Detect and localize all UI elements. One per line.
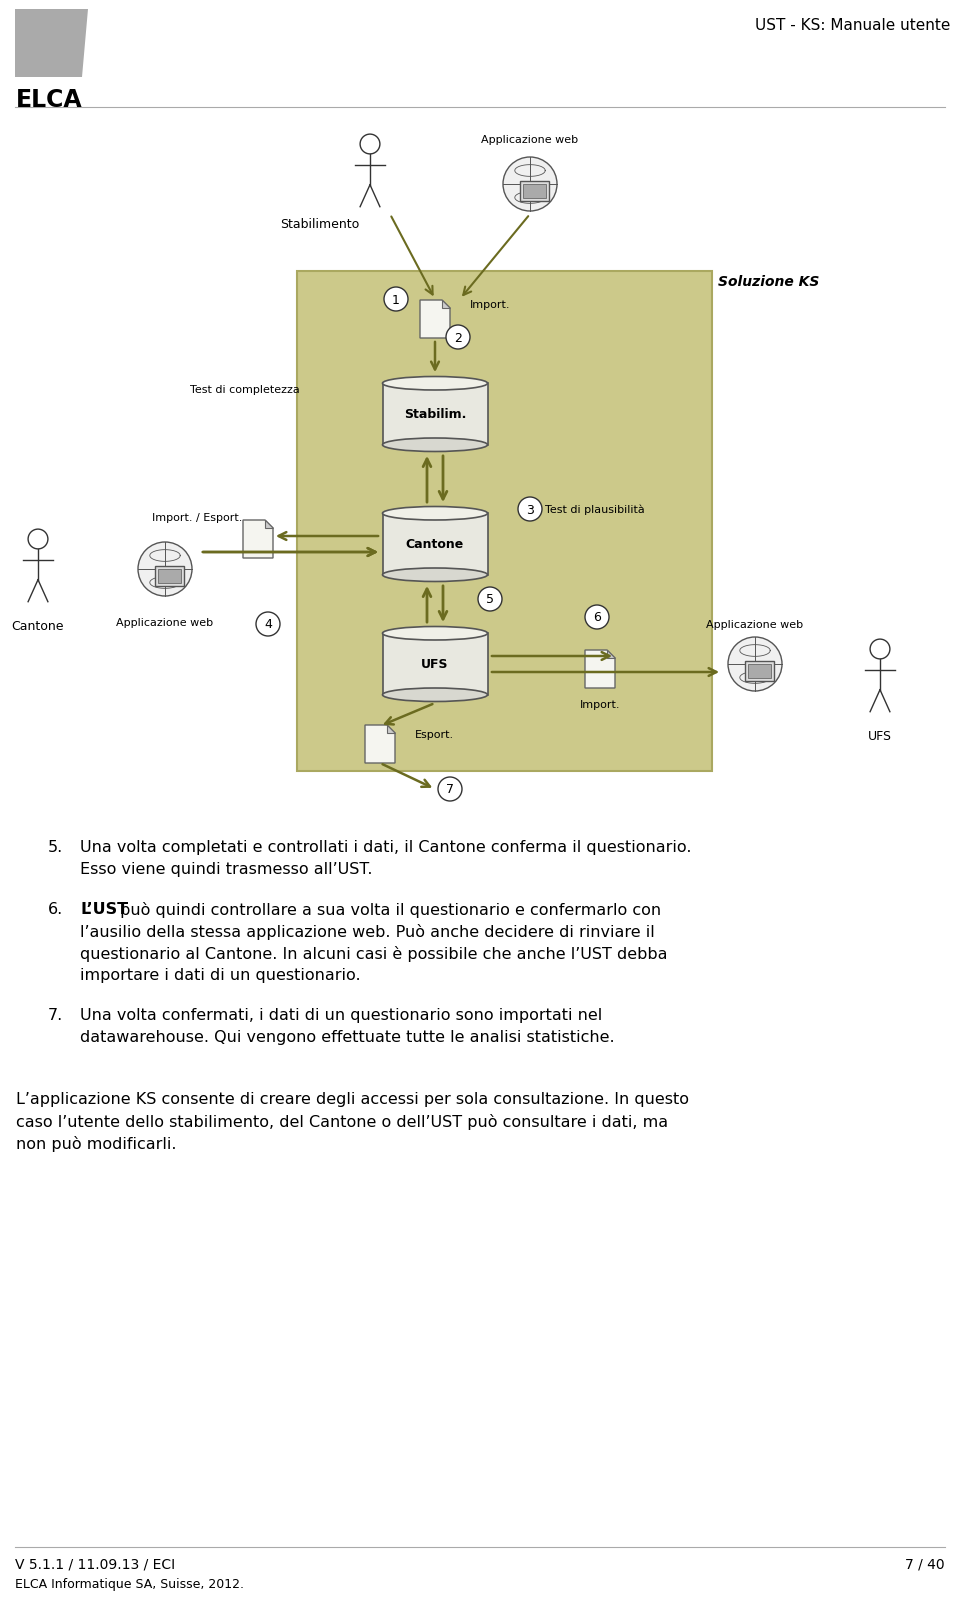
Ellipse shape <box>382 627 488 641</box>
Polygon shape <box>607 651 615 659</box>
FancyBboxPatch shape <box>382 633 488 696</box>
Text: Stabilim.: Stabilim. <box>404 408 467 421</box>
Text: L’UST: L’UST <box>80 902 128 916</box>
Text: ELCA Informatique SA, Suisse, 2012.: ELCA Informatique SA, Suisse, 2012. <box>15 1576 244 1589</box>
Polygon shape <box>442 301 450 309</box>
Circle shape <box>518 498 542 522</box>
Circle shape <box>384 288 408 312</box>
Circle shape <box>478 588 502 612</box>
Text: Test di completezza: Test di completezza <box>190 384 300 395</box>
Text: Import.: Import. <box>470 301 511 310</box>
Polygon shape <box>387 725 395 733</box>
Text: Applicazione web: Applicazione web <box>707 620 804 630</box>
Text: 4: 4 <box>264 619 272 632</box>
Text: 2: 2 <box>454 331 462 344</box>
FancyBboxPatch shape <box>745 662 774 681</box>
Text: UFS: UFS <box>868 730 892 742</box>
FancyBboxPatch shape <box>297 272 712 771</box>
Polygon shape <box>243 521 273 559</box>
Circle shape <box>446 326 470 350</box>
Ellipse shape <box>382 508 488 521</box>
Text: 3: 3 <box>526 503 534 516</box>
Circle shape <box>438 778 462 802</box>
Text: 6: 6 <box>593 611 601 624</box>
Text: può quindi controllare a sua volta il questionario e confermarlo con: può quindi controllare a sua volta il qu… <box>115 902 661 918</box>
Text: Stabilimento: Stabilimento <box>280 219 360 231</box>
Ellipse shape <box>382 569 488 582</box>
Text: 6.: 6. <box>48 902 63 916</box>
Circle shape <box>503 157 557 212</box>
Text: 1: 1 <box>392 294 400 307</box>
Text: 7 / 40: 7 / 40 <box>905 1557 945 1572</box>
Circle shape <box>138 543 192 596</box>
Text: questionario al Cantone. In alcuni casi è possibile che anche l’UST debba: questionario al Cantone. In alcuni casi … <box>80 945 667 961</box>
Text: Una volta confermati, i dati di un questionario sono importati nel: Una volta confermati, i dati di un quest… <box>80 1008 602 1022</box>
FancyBboxPatch shape <box>156 567 184 587</box>
Text: caso l’utente dello stabilimento, del Cantone o dell’UST può consultare i dati, : caso l’utente dello stabilimento, del Ca… <box>16 1114 668 1130</box>
Polygon shape <box>585 651 615 688</box>
Polygon shape <box>15 10 88 79</box>
Text: Esso viene quindi trasmesso all’UST.: Esso viene quindi trasmesso all’UST. <box>80 861 372 876</box>
Circle shape <box>256 612 280 636</box>
Text: 7: 7 <box>446 783 454 795</box>
FancyBboxPatch shape <box>520 182 549 202</box>
Polygon shape <box>365 725 395 763</box>
Text: 5: 5 <box>486 593 494 606</box>
Text: Soluzione KS: Soluzione KS <box>718 275 820 289</box>
Text: l’ausilio della stessa applicazione web. Può anche decidere di rinviare il: l’ausilio della stessa applicazione web.… <box>80 924 655 940</box>
Ellipse shape <box>382 688 488 702</box>
Text: ELCA: ELCA <box>16 88 83 112</box>
Text: Una volta completati e controllati i dati, il Cantone conferma il questionario.: Una volta completati e controllati i dat… <box>80 839 691 855</box>
Text: UFS: UFS <box>421 659 448 672</box>
FancyBboxPatch shape <box>157 569 181 583</box>
FancyBboxPatch shape <box>382 384 488 445</box>
Text: Import.: Import. <box>580 699 620 710</box>
Text: importare i dati di un questionario.: importare i dati di un questionario. <box>80 967 361 982</box>
Text: Applicazione web: Applicazione web <box>116 617 213 628</box>
Text: non può modificarli.: non può modificarli. <box>16 1135 177 1151</box>
Ellipse shape <box>382 439 488 452</box>
Text: Cantone: Cantone <box>406 538 464 551</box>
Text: 7.: 7. <box>48 1008 63 1022</box>
Polygon shape <box>265 521 273 529</box>
Text: L’applicazione KS consente di creare degli accessi per sola consultazione. In qu: L’applicazione KS consente di creare deg… <box>16 1091 689 1106</box>
FancyBboxPatch shape <box>382 514 488 575</box>
Ellipse shape <box>382 378 488 391</box>
Text: Import. / Esport.: Import. / Esport. <box>152 513 242 522</box>
Text: 5.: 5. <box>48 839 63 855</box>
FancyBboxPatch shape <box>523 185 546 199</box>
Text: V 5.1.1 / 11.09.13 / ECI: V 5.1.1 / 11.09.13 / ECI <box>15 1557 175 1572</box>
Polygon shape <box>420 301 450 339</box>
Circle shape <box>728 638 782 691</box>
Text: Cantone: Cantone <box>12 620 64 633</box>
Text: Applicazione web: Applicazione web <box>481 135 579 145</box>
Text: Esport.: Esport. <box>415 730 454 739</box>
Text: UST - KS: Manuale utente: UST - KS: Manuale utente <box>755 18 950 34</box>
Text: Test di plausibilità: Test di plausibilità <box>545 505 645 514</box>
Text: datawarehouse. Qui vengono effettuate tutte le analisi statistiche.: datawarehouse. Qui vengono effettuate tu… <box>80 1030 614 1045</box>
FancyBboxPatch shape <box>748 665 771 680</box>
Circle shape <box>585 606 609 630</box>
